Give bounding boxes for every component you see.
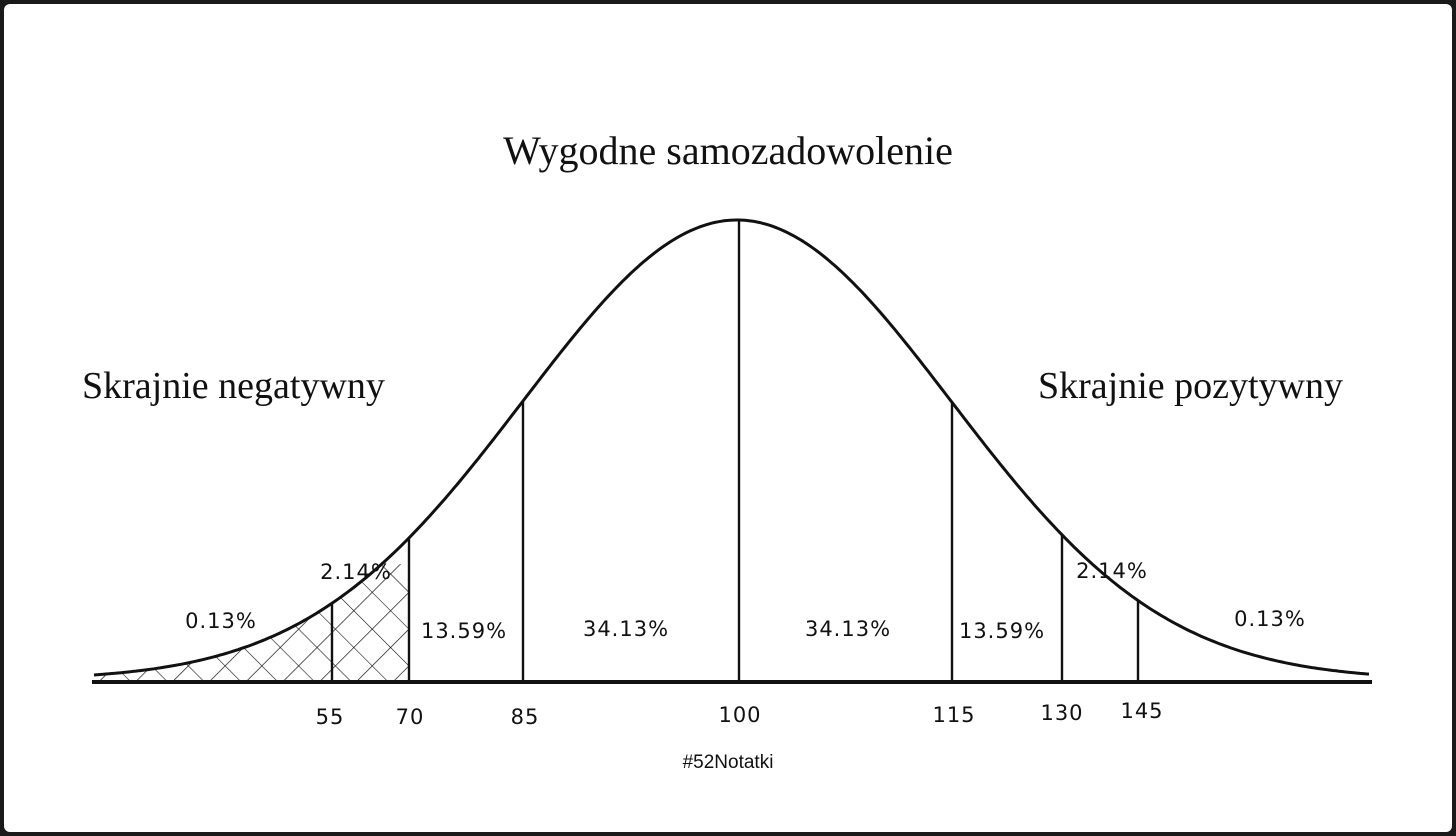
left-mid-percent: 2.14% <box>320 560 392 584</box>
axis-tick-label: 70 <box>396 705 425 729</box>
left-extreme-label: Skrajnie negatywny <box>82 365 385 407</box>
diagram-title: Wygodne samozadowolenie <box>503 128 953 173</box>
bell-curve <box>93 218 1370 677</box>
axis-tick-label: 145 <box>1120 699 1163 723</box>
axis-tick-label: 130 <box>1040 701 1083 725</box>
right-tail-percent: 0.13% <box>1234 607 1306 631</box>
footer-hashtag: #52Notatki <box>683 752 774 773</box>
left-center-percent: 34.13% <box>583 617 669 641</box>
left-tail-percent: 0.13% <box>185 609 257 633</box>
right-mid-percent: 2.14% <box>1076 559 1148 583</box>
divider-lines <box>330 220 1140 680</box>
right-center-percent: 34.13% <box>805 617 891 641</box>
axis-tick-label: 55 <box>316 705 345 729</box>
bell-curve-diagram: Wygodne samozadowolenie Skrajnie negatyw… <box>82 128 1372 773</box>
left-inner-percent: 13.59% <box>421 619 507 643</box>
axis-tick-label: 100 <box>718 703 761 727</box>
diagram-frame: Wygodne samozadowolenie Skrajnie negatyw… <box>4 4 1452 832</box>
axis-tick-labels: 55 70 85 100 115 130 145 <box>316 699 1163 729</box>
axis-tick-label: 115 <box>932 703 975 727</box>
right-inner-percent: 13.59% <box>959 619 1045 643</box>
right-extreme-label: Skrajnie pozytywny <box>1038 365 1343 407</box>
axis-tick-label: 85 <box>511 705 540 729</box>
